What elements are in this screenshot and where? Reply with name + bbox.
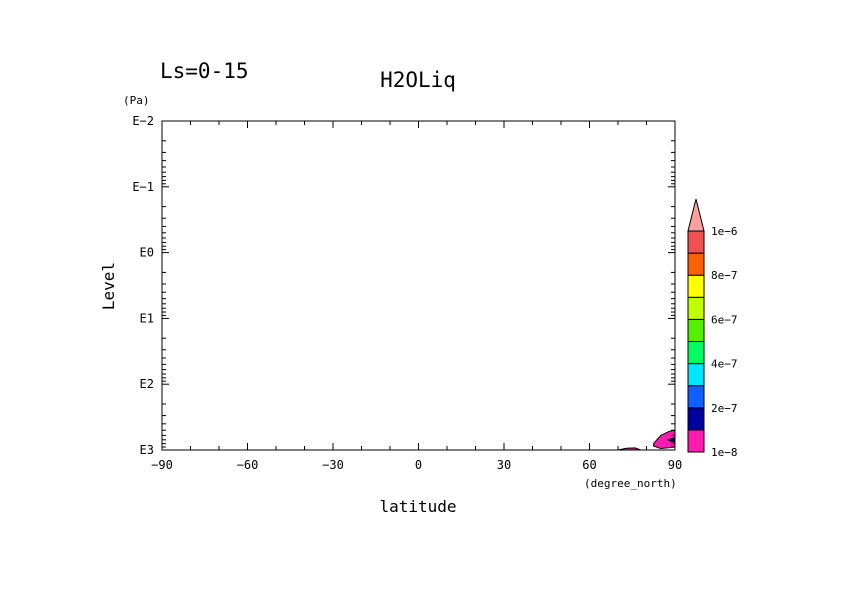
colorbar-extend-arrow	[687, 198, 705, 232]
y-tick-label: E−2	[132, 114, 154, 128]
colorbar-swatch	[687, 252, 705, 276]
x-tick-label: −30	[322, 458, 344, 472]
colorbar-swatch	[687, 318, 705, 342]
colorbar-swatch	[687, 341, 705, 365]
y-tick-label: E3	[140, 443, 154, 457]
x-axis-label: latitude	[379, 497, 456, 516]
colorbar: 1e−8 2e−7 4e−7 6e−7 8e−7 1e−6	[687, 198, 738, 459]
y-tick-label: E2	[140, 377, 154, 391]
colorbar-label: 4e−7	[711, 358, 738, 371]
y-unit-label: (Pa)	[123, 94, 150, 107]
colorbar-swatch	[687, 363, 705, 387]
colorbar-label: 6e−7	[711, 313, 738, 326]
colorbar-swatch	[687, 429, 705, 453]
colorbar-label: 1e−8	[711, 446, 738, 459]
x-tick-label: 90	[668, 458, 682, 472]
colorbar-label: 2e−7	[711, 402, 738, 415]
colorbar-label: 8e−7	[711, 269, 738, 282]
colorbar-swatch	[687, 385, 705, 409]
colorbar-swatch	[687, 274, 705, 298]
x-tick-label: 30	[497, 458, 511, 472]
x-tick-label: −60	[237, 458, 259, 472]
x-tick-label: −90	[151, 458, 173, 472]
plot-area	[161, 120, 676, 451]
colorbar-label: 1e−6	[711, 225, 738, 238]
chart-title: H2OLiq	[380, 68, 456, 92]
x-tick-label: 0	[415, 458, 422, 472]
y-axis-label: Level	[99, 262, 118, 310]
colorbar-swatch	[687, 407, 705, 431]
colorbar-swatch	[687, 230, 705, 254]
y-tick-label: E−1	[132, 180, 154, 194]
y-tick-label: E0	[140, 246, 154, 260]
plot-background	[162, 121, 675, 450]
y-axis-ticks: E−2 E−1 E0 E1 E2 E3	[132, 114, 675, 457]
x-tick-label: 60	[582, 458, 596, 472]
x-unit-label: (degree_north)	[584, 477, 677, 490]
colorbar-swatch	[687, 296, 705, 320]
y-tick-label: E1	[140, 311, 154, 325]
x-axis-ticks: −90 −60 −30 0 30 60 90	[151, 121, 682, 472]
chart-subtitle: Ls=0-15	[160, 59, 249, 83]
